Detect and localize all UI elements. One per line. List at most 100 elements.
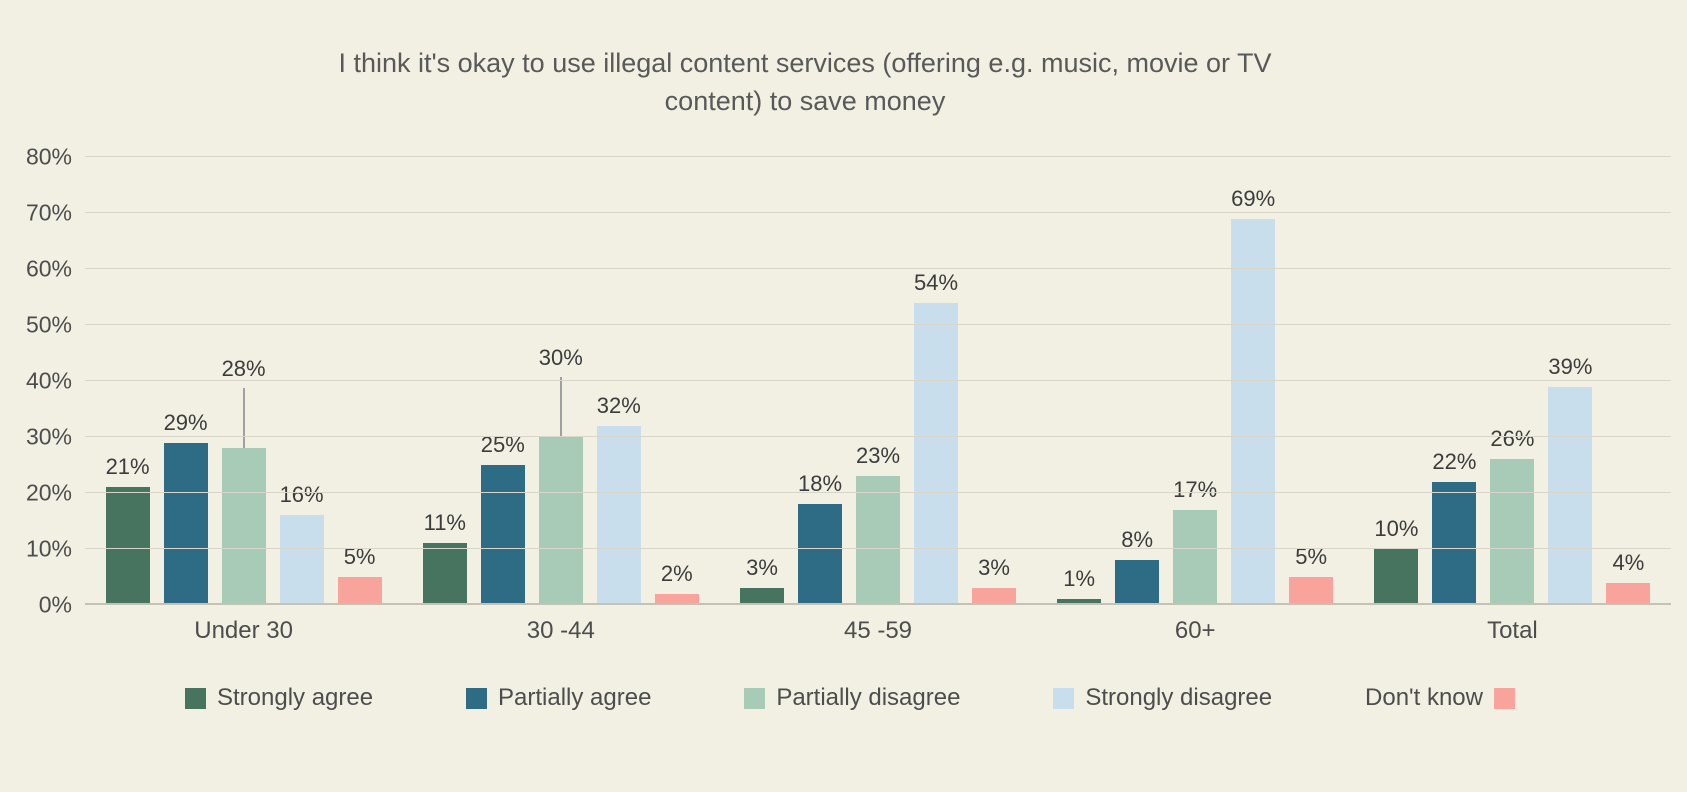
bar-group-under-30: 21% 29% 28% 16% 5% [85,157,402,605]
legend-item-strongly-agree: Strongly agree [185,684,373,712]
bar-partially-agree-45-59: 18% [798,471,842,605]
bar-strongly-agree-under-30: 21% [106,454,150,605]
legend-item-partially-agree: Partially agree [466,684,651,712]
legend-swatch-partially-agree [466,687,487,709]
data-label-strongly-agree-under-30: 21% [105,454,150,480]
y-axis-tick-label: 60% [25,255,72,282]
data-label-leader-line [559,377,562,437]
x-axis-tick-label-60: 60+ [1174,617,1216,644]
y-axis-tick-label: 50% [25,311,72,338]
bar-partially-agree-60: 8% [1115,527,1160,605]
legend-label-partially-disagree: Partially disagree [776,684,961,711]
bar-group-45-59: 3% 18% 23% 54% 3% [719,157,1036,605]
bar-don-t-know-total: 4% [1606,550,1651,605]
plot-area: 21% 29% 28% 16% 5% 11% 25% 30% 32% 2% 3% 18% 23% 54% 3… [85,156,1671,605]
data-label-don-t-know-total: 4% [1612,549,1645,575]
data-label-strongly-disagree-under-30: 16% [279,482,324,508]
gridline [85,324,1671,325]
x-axis-tick-label-under-30: Under 30 [194,617,293,644]
bar-don-t-know-60: 5% [1289,544,1334,605]
bar-strongly-disagree-total: 39% [1548,354,1592,605]
y-axis-tick-label: 30% [25,423,72,450]
legend-swatch-strongly-agree [185,687,206,709]
x-axis-tick-label-30-44: 30 -44 [526,617,595,644]
legend-label-strongly-agree: Strongly agree [217,684,374,711]
bar-strongly-agree-total: 10% [1374,516,1418,605]
gridline [85,212,1671,213]
y-axis-tick-label: 10% [25,535,72,562]
legend: Strongly agree Partially agree Partially d… [185,680,1515,716]
data-label-strongly-agree-45-59: 3% [746,555,778,581]
bar-don-t-know-under-30: 5% [337,544,382,605]
legend-swatch-don-t-know [1494,687,1515,709]
bar-partially-disagree-total: 26% [1490,426,1534,605]
legend-item-don-t-know: Don't know [1365,684,1515,712]
y-axis-tick-label: 20% [25,479,72,506]
bar-don-t-know-30-44: 2% [654,561,699,605]
bar-partially-agree-30-44: 25% [481,432,525,605]
data-label-partially-agree-total: 22% [1432,448,1477,474]
data-label-strongly-disagree-30-44: 32% [596,392,641,418]
x-axis-tick-label-total: Total [1487,617,1538,644]
bar-strongly-agree-30-44: 11% [422,510,467,605]
chart-title: I think it's okay to use illegal content… [60,44,1550,120]
bar-partially-disagree-45-59: 23% [856,443,900,605]
bar-group-60: 1% 8% 17% 69% 5% [1037,157,1354,605]
bar-strongly-disagree-45-59: 54% [914,270,958,605]
legend-item-partially-disagree: Partially disagree [744,684,960,712]
data-label-partially-agree-60: 8% [1121,527,1154,553]
data-label-strongly-disagree-45-59: 54% [913,269,959,295]
legend-swatch-partially-disagree [744,687,766,709]
bar-strongly-disagree-30-44: 32% [597,393,641,605]
bar-don-t-know-45-59: 3% [972,555,1016,605]
legend-label-don-t-know: Don't know [1365,684,1483,711]
bar-partially-agree-under-30: 29% [164,410,208,605]
data-label-don-t-know-45-59: 3% [978,555,1010,581]
data-label-partially-disagree-45-59: 23% [855,443,901,469]
x-axis-tick-label-45-59: 45 -59 [843,617,913,644]
legend-swatch-strongly-disagree [1053,687,1075,709]
data-label-partially-agree-under-30: 29% [163,409,208,435]
bar-partially-disagree-under-30: 28% [222,356,266,605]
gridline [85,436,1671,437]
y-axis: 0% 10% 20% 30% 40% 50% 60% 70% 80% [0,144,72,618]
data-label-don-t-know-30-44: 2% [660,560,693,586]
bar-strongly-disagree-60: 69% [1231,186,1275,605]
bar-groups: 21% 29% 28% 16% 5% 11% 25% 30% 32% 2% 3% 18% 23% 54% 3… [85,157,1671,605]
chart-title-line-2: content) to save money [664,86,946,116]
x-axis: Under 30 30 -44 45 -59 60+ Total [85,617,1671,645]
y-axis-tick-label: 80% [25,143,72,170]
data-label-strongly-agree-total: 10% [1374,516,1419,541]
chart-title-line-1: I think it's okay to use illegal content… [338,48,1272,78]
y-axis-tick-label: 0% [38,591,72,618]
gridline [85,380,1671,381]
bar-strongly-agree-45-59: 3% [740,555,784,605]
data-label-strongly-disagree-total: 39% [1548,353,1593,379]
bar-group-30-44: 11% 25% 30% 32% 2% [402,157,719,605]
data-label-partially-disagree-30-44: 30% [538,345,583,370]
bar-strongly-disagree-under-30: 16% [280,482,324,605]
data-label-strongly-agree-60: 1% [1063,566,1096,592]
data-label-strongly-agree-30-44: 11% [423,510,466,536]
y-axis-tick-label: 70% [25,199,72,226]
data-label-strongly-disagree-60: 69% [1231,185,1276,211]
gridline [85,268,1671,269]
legend-label-strongly-disagree: Strongly disagree [1085,684,1273,711]
bar-partially-disagree-30-44: 30% [539,345,583,605]
x-axis-line [85,603,1671,605]
data-label-leader-line [242,388,245,449]
data-label-partially-agree-45-59: 18% [797,471,843,497]
bar-partially-disagree-60: 17% [1173,477,1217,605]
bar-partially-agree-total: 22% [1432,449,1476,605]
gridline [85,492,1671,493]
data-label-partially-disagree-total: 26% [1490,426,1535,452]
data-label-partially-disagree-under-30: 28% [221,356,266,382]
data-label-partially-disagree-60: 17% [1173,476,1218,502]
gridline [85,156,1671,157]
bar-strongly-agree-60: 1% [1057,566,1102,605]
gridline [85,548,1671,549]
bar-group-total: 10% 22% 26% 39% 4% [1354,157,1671,605]
y-axis-tick-label: 40% [25,367,72,394]
legend-label-partially-agree: Partially agree [498,684,652,711]
